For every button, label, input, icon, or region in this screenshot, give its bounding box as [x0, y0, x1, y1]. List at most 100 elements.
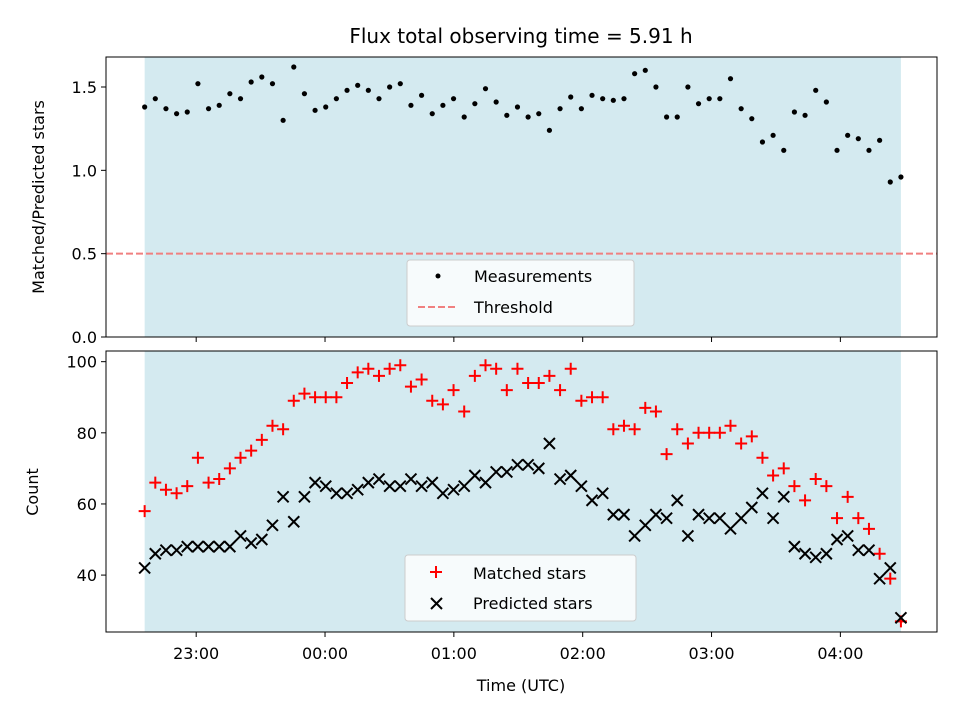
predicted-star-point	[809, 551, 822, 564]
measurement-point	[663, 114, 670, 120]
predicted-star-point	[830, 533, 844, 546]
matched-star-point	[383, 362, 396, 375]
measurement-point	[450, 96, 457, 102]
matched-star-point	[511, 362, 524, 375]
predicted-star-point	[702, 511, 716, 525]
x-tick-label: 03:00	[688, 644, 734, 663]
measurement-point	[376, 96, 382, 102]
matched-star-point	[159, 483, 172, 496]
matched-star-point	[181, 480, 194, 493]
measurement-point	[610, 97, 616, 103]
matched-star-point	[660, 448, 673, 461]
predicted-star-point	[628, 529, 641, 543]
measurement-point	[632, 71, 638, 77]
measurement-point	[418, 92, 425, 98]
matched-star-point	[362, 362, 375, 375]
measurement-point	[536, 111, 542, 117]
matched-star-point	[799, 494, 812, 507]
predicted-star-point	[884, 561, 897, 575]
measurement-point	[546, 127, 553, 133]
matched-star-point	[831, 512, 844, 525]
predicted-star-point	[521, 458, 535, 472]
measurement-point	[301, 91, 308, 97]
matched-star-point	[639, 401, 652, 414]
measurement-point	[749, 116, 755, 122]
chart-title: Flux total observing time = 5.91 h	[349, 24, 692, 48]
predicted-star-point	[276, 490, 290, 504]
predicted-star-point	[585, 494, 599, 507]
predicted-star-point	[596, 487, 609, 500]
predicted-star-point	[532, 462, 545, 475]
x-tick-label: 02:00	[560, 644, 606, 663]
predicted-star-point	[244, 536, 258, 550]
predicted-star-point	[873, 572, 886, 585]
predicted-star-point	[734, 511, 748, 525]
y-tick-label: 100	[66, 353, 97, 372]
top-legend-box	[406, 259, 635, 327]
bottom-legend: Matched stars Predicted stars	[404, 554, 637, 622]
predicted-star-point	[671, 494, 684, 507]
measurement-point	[205, 106, 212, 112]
matched-star-point	[756, 451, 769, 464]
measurement-point	[280, 117, 286, 123]
matched-star-point	[287, 394, 300, 407]
predicted-star-point	[319, 479, 332, 493]
predicted-star-point	[681, 529, 695, 543]
predicted-star-point	[298, 490, 311, 504]
measurement-points	[142, 64, 904, 185]
matched-star-point	[522, 377, 535, 390]
measurement-point	[621, 96, 627, 102]
matched-star-point	[617, 419, 630, 432]
predicted-star-point	[372, 472, 386, 486]
measurement-point	[216, 102, 222, 108]
measurement-point	[738, 106, 744, 112]
predicted-star-point	[692, 508, 705, 521]
matched-star-point	[607, 423, 620, 436]
predicted-star-point	[894, 611, 908, 624]
top-legend: Measurements Threshold	[406, 259, 635, 327]
predicted-star-point	[575, 479, 588, 493]
predicted-star-point	[852, 543, 865, 557]
matched-star-point	[458, 405, 471, 418]
measurement-point	[813, 87, 819, 93]
matched-star-point	[245, 444, 258, 457]
predicted-star-point	[756, 487, 769, 500]
predicted-star-point	[362, 476, 375, 489]
predicted-star-point	[308, 476, 322, 489]
matched-star-point	[554, 384, 567, 397]
predicted-star-point	[415, 479, 428, 493]
measurement-point	[355, 82, 361, 88]
measurement-point	[323, 104, 329, 110]
measurement-point	[248, 79, 254, 85]
top-x-ticks	[195, 337, 841, 342]
legend-predicted-label: Predicted stars	[473, 594, 593, 613]
x-tick-label: 00:00	[302, 644, 348, 663]
matched-star-point	[191, 451, 204, 464]
matched-star-point	[415, 373, 428, 386]
measurement-point	[259, 74, 265, 80]
measurement-point	[727, 76, 734, 82]
measurement-point	[184, 109, 190, 115]
predicted-star-point	[841, 529, 854, 543]
matched-star-point	[575, 394, 588, 407]
measurement-point	[291, 64, 297, 70]
matched-star-point	[170, 487, 183, 500]
measurement-point	[791, 109, 798, 115]
measurement-point	[877, 137, 883, 143]
measurement-point	[887, 179, 893, 185]
predicted-star-point	[223, 540, 237, 553]
matched-star-point	[426, 394, 439, 407]
matched-star-point	[138, 505, 151, 518]
predicted-star-point	[543, 437, 556, 450]
legend-threshold-label: Threshold	[473, 298, 553, 317]
measurement-point	[855, 136, 861, 142]
measurement-point	[802, 112, 808, 118]
matched-star-point	[341, 377, 354, 390]
predicted-star-point	[181, 540, 194, 553]
matched-star-point	[671, 423, 684, 436]
measurement-point	[461, 114, 467, 120]
y-tick-label: 1.0	[72, 161, 97, 180]
measurement-point	[781, 147, 787, 153]
matched-star-point	[394, 359, 407, 372]
top-y-ticks: 0.0 0.5 1.0 1.5	[72, 78, 106, 347]
